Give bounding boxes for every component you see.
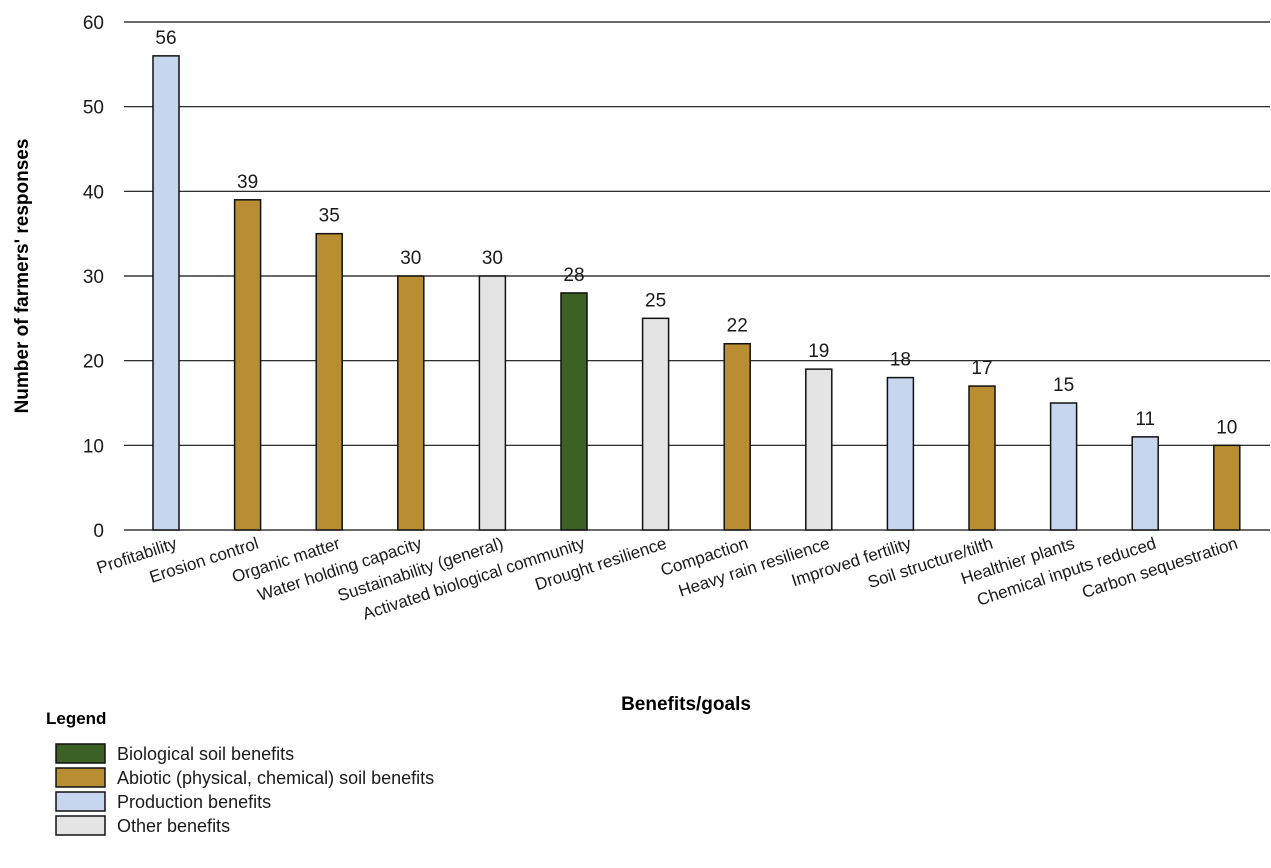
bar: [886, 376, 915, 531]
legend-item-label: Other benefits: [117, 816, 230, 836]
data-label: 56: [155, 28, 176, 49]
y-tick-label: 50: [83, 98, 104, 119]
y-axis-title: Number of farmers' responses: [12, 139, 33, 414]
legend: Legend Biological soil benefits Abiotic (…: [46, 709, 434, 836]
bar: [233, 199, 262, 531]
y-tick-label: 30: [83, 267, 104, 288]
bar: [968, 385, 996, 531]
bar: [397, 275, 425, 531]
legend-item-label: Production benefits: [117, 792, 271, 812]
bar: [723, 342, 751, 531]
legend-item-label: Abiotic (physical, chemical) soil benefi…: [117, 768, 434, 788]
data-label: 35: [319, 206, 340, 227]
y-tick-label: 20: [83, 352, 104, 373]
bar: [1131, 436, 1159, 531]
data-labels: 56 39 35 30 30 28 25 22 19 18 17 15 11 10: [155, 28, 1237, 438]
y-tick-label: 60: [83, 13, 104, 34]
gridlines: [124, 21, 1270, 531]
legend-swatch: [55, 791, 106, 812]
y-tick-label: 10: [83, 436, 104, 457]
data-label: 10: [1216, 417, 1237, 438]
y-axis-ticks: 0 10 20 30 40 50 60: [83, 13, 104, 542]
data-label: 11: [1135, 409, 1155, 430]
legend-swatch: [55, 743, 106, 764]
data-label: 30: [482, 248, 503, 269]
data-label: 15: [1053, 375, 1074, 396]
data-label: 22: [727, 316, 748, 337]
legend-swatch: [55, 767, 106, 788]
y-tick-label: 40: [83, 182, 104, 203]
data-label: 28: [563, 265, 584, 286]
bar: [478, 275, 507, 531]
bar: [805, 368, 833, 531]
data-label: 18: [890, 350, 911, 371]
data-label: 39: [237, 172, 258, 193]
bar: [641, 317, 670, 531]
bar: [560, 292, 588, 531]
data-label: 30: [400, 248, 421, 269]
x-axis-title: Benefits/goals: [621, 694, 751, 715]
legend-title: Legend: [46, 709, 106, 728]
bar: [1049, 402, 1078, 531]
bar: [152, 55, 180, 531]
bar: [1213, 444, 1241, 531]
data-label: 17: [971, 358, 992, 379]
y-tick-label: 0: [93, 521, 104, 542]
bar: [315, 232, 343, 531]
data-label: 19: [808, 341, 829, 362]
legend-item-label: Biological soil benefits: [117, 744, 294, 764]
legend-swatch: [55, 815, 106, 836]
bars: [152, 55, 1241, 531]
data-label: 25: [645, 290, 666, 311]
